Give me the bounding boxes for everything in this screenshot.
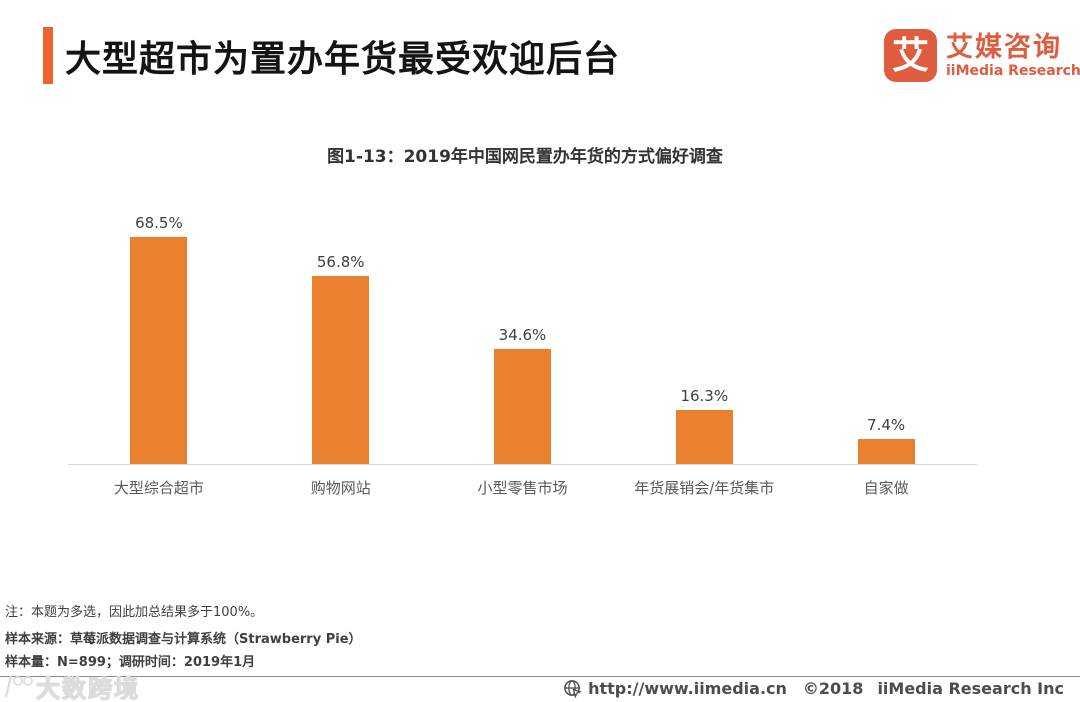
bar-value-label: 34.6%	[498, 326, 547, 344]
bar	[675, 410, 733, 464]
bar-column: 16.3%	[613, 210, 795, 464]
bar	[312, 276, 370, 464]
brand-name-cn: 艾媒咨询	[946, 31, 1062, 63]
bar	[493, 349, 551, 464]
watermark-icon	[4, 675, 33, 697]
category-label: 大型综合超市	[113, 479, 204, 497]
footer-url: http://www.iimedia.cn	[588, 679, 787, 698]
bar-column: 68.5%	[68, 210, 250, 464]
category-label: 购物网站	[310, 479, 371, 497]
iimedia-logo-icon: 艾	[884, 29, 937, 82]
title-accent-bar	[43, 27, 53, 84]
bar-column: 34.6%	[432, 210, 614, 464]
chart-title: 图1-13：2019年中国网民置办年货的方式偏好调查	[327, 147, 723, 167]
brand-name-en: iiMedia Research	[946, 62, 1080, 79]
category-label: 小型零售市场	[477, 479, 568, 497]
bar-value-label: 7.4%	[867, 416, 906, 434]
category-label: 年货展销会/年货集市	[634, 479, 775, 497]
bar	[130, 237, 188, 464]
bar-value-label: 16.3%	[680, 387, 729, 405]
watermark: 大数跨境	[2, 669, 140, 702]
bar	[857, 439, 915, 464]
footer-divider	[0, 676, 1080, 677]
iimedia-logo-text: 艾媒咨询 iiMedia Research	[946, 29, 1080, 82]
bar-value-label: 68.5%	[135, 214, 183, 232]
note-sample-size: 样本量：N=899；调研时间：2019年1月	[5, 655, 256, 670]
watermark-label: 大数跨境	[35, 674, 140, 702]
bar-plot: 68.5% 56.8% 34.6% 16.3% 7.4%	[68, 210, 977, 465]
footer-copyright: ©2018	[802, 679, 864, 698]
page-title: 大型超市为置办年货最受欢迎后台	[65, 39, 621, 80]
globe-cursor-icon	[563, 679, 583, 698]
note-multi-select: 注：本题为多选，因此加总结果多于100%。	[5, 605, 264, 620]
note-sample-source: 样本来源：草莓派数据调查与计算系统（Strawberry Pie）	[5, 632, 362, 647]
bar-value-label: 56.8%	[316, 253, 365, 271]
iimedia-logo: 艾 艾媒咨询 iiMedia Research	[884, 29, 1080, 82]
bar-column: 56.8%	[250, 210, 432, 464]
footer-info: http://www.iimedia.cn ©2018 iiMedia Rese…	[563, 679, 1064, 698]
category-labels: 大型综合超市 购物网站 小型零售市场 年货展销会/年货集市 自家做	[68, 477, 977, 498]
category-label: 自家做	[863, 479, 909, 497]
bar-column: 7.4%	[795, 210, 977, 464]
footer-company: iiMedia Research Inc	[877, 679, 1064, 698]
